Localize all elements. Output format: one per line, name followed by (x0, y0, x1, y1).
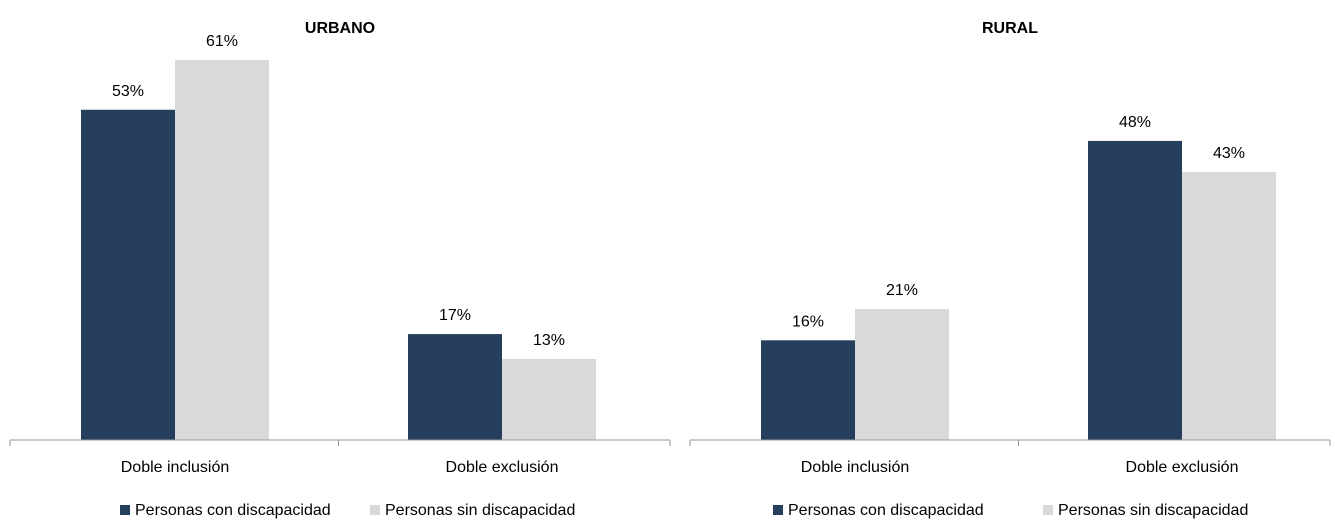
data-label-0-series-1-cat-1: 13% (533, 332, 565, 349)
legend-swatch-1-0 (773, 505, 783, 515)
data-label-1-series-0-cat-0: 16% (792, 313, 824, 330)
bar-0-series-1-cat-0 (175, 59, 269, 441)
bar-0-series-0-cat-0 (81, 109, 175, 441)
data-label-1-series-1-cat-0: 21% (886, 282, 918, 299)
bar-1-series-1-cat-1 (1182, 172, 1276, 441)
x-tick-label-0-0: Doble inclusión (121, 459, 230, 476)
x-tick-label-1-0: Doble inclusión (801, 459, 910, 476)
data-label-0-series-0-cat-0: 53% (112, 83, 144, 100)
data-label-0-series-1-cat-0: 61% (206, 33, 238, 50)
legend-label-1-1: Personas sin discapacidad (1058, 502, 1248, 519)
x-tick-label-0-1: Doble exclusión (446, 459, 559, 476)
legend-label-0-0: Personas con discapacidad (135, 502, 331, 519)
bar-0-series-0-cat-1 (408, 334, 502, 440)
data-label-1-series-1-cat-1: 43% (1213, 145, 1245, 162)
legend-label-1-0: Personas con discapacidad (788, 502, 984, 519)
chart-title-0: URBANO (305, 20, 375, 37)
chart-title-1: RURAL (982, 20, 1038, 37)
bar-1-series-0-cat-1 (1088, 140, 1182, 440)
bar-0-series-1-cat-1 (502, 359, 596, 440)
x-tick-label-1-1: Doble exclusión (1126, 459, 1239, 476)
bar-1-series-1-cat-0 (855, 309, 949, 440)
bar-1-series-0-cat-0 (761, 340, 855, 440)
legend-swatch-0-1 (370, 505, 380, 515)
data-label-0-series-0-cat-1: 17% (439, 307, 471, 324)
legend-label-0-1: Personas sin discapacidad (385, 502, 575, 519)
legend-swatch-1-1 (1043, 505, 1053, 515)
legend-swatch-0-0 (120, 505, 130, 515)
data-label-1-series-0-cat-1: 48% (1119, 114, 1151, 131)
